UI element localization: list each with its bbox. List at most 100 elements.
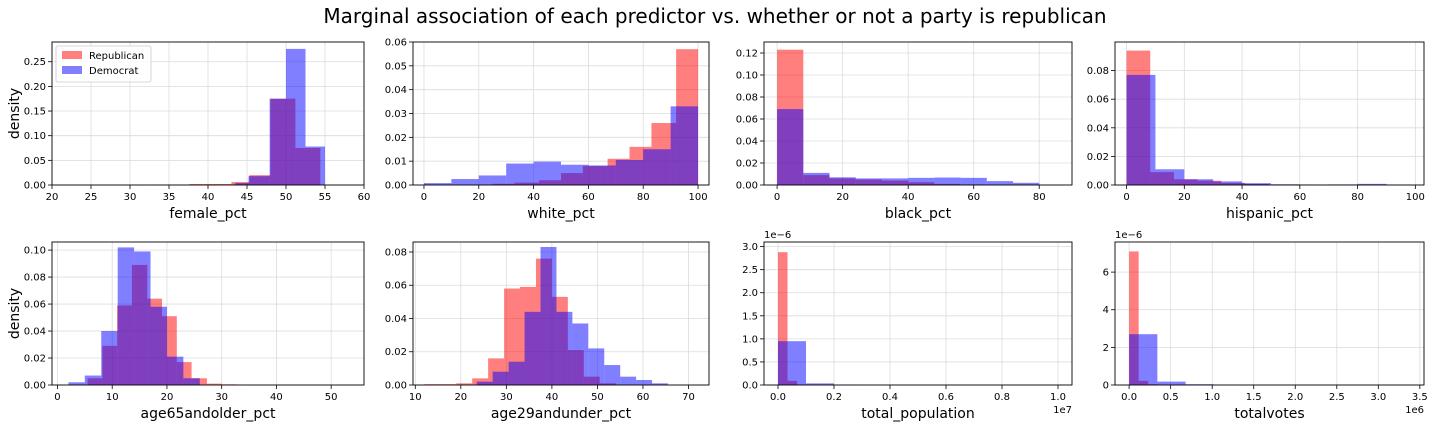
x-tick-label: 0 bbox=[1123, 192, 1129, 203]
x-tick-label: 0.8 bbox=[994, 392, 1010, 403]
democrat-bar bbox=[1242, 183, 1271, 185]
x-tick-label: 0.4 bbox=[882, 392, 898, 403]
x-tick-label: 0.2 bbox=[826, 392, 842, 403]
x-tick-label: 0.5 bbox=[1163, 392, 1179, 403]
y-tick-label: 0.02 bbox=[1087, 152, 1109, 163]
y-tick-label: 0.20 bbox=[24, 82, 46, 93]
democrat-bar bbox=[1013, 182, 1040, 185]
x-tick-label: 20 bbox=[454, 392, 467, 403]
y-tick-label: 0.02 bbox=[385, 347, 407, 358]
y-tick-label: 0.05 bbox=[385, 61, 407, 72]
x-offset-label: 1e6 bbox=[1405, 405, 1424, 416]
democrat-bar bbox=[908, 177, 935, 185]
y-tick-label: 4 bbox=[1103, 305, 1109, 316]
y-tick-label: 0.00 bbox=[24, 181, 46, 192]
republican-bar bbox=[778, 252, 788, 385]
y-tick-label: 0.05 bbox=[24, 156, 46, 167]
y-tick-label: 0.15 bbox=[24, 107, 46, 118]
y-axis-label: density bbox=[7, 288, 23, 339]
democrat-bar bbox=[1157, 381, 1186, 385]
x-tick-label: 3.0 bbox=[1370, 392, 1386, 403]
democrat-bar bbox=[134, 251, 151, 385]
x-axis-label: female_pct bbox=[169, 206, 247, 222]
democrat-bar bbox=[286, 48, 306, 186]
x-tick-label: 60 bbox=[637, 392, 650, 403]
x-tick-label: 1.0 bbox=[1204, 392, 1220, 403]
x-tick-label: 20 bbox=[161, 392, 174, 403]
x-tick-label: 1.0 bbox=[1050, 392, 1066, 403]
x-tick-label: 0.0 bbox=[1121, 392, 1137, 403]
x-tick-label: 40 bbox=[202, 192, 215, 203]
x-tick-label: 30 bbox=[500, 392, 513, 403]
x-axis-label: hispanic_pct bbox=[1226, 206, 1314, 222]
x-tick-label: 10 bbox=[106, 392, 119, 403]
y-tick-label: 0.08 bbox=[1087, 66, 1109, 77]
democrat-bar bbox=[84, 375, 102, 385]
x-tick-label: 0.0 bbox=[770, 392, 786, 403]
y-tick-label: 0.00 bbox=[1087, 181, 1109, 192]
democrat-bar bbox=[492, 371, 509, 385]
democrat-bar bbox=[561, 164, 589, 185]
y-tick-label: 0.02 bbox=[24, 354, 46, 365]
y-tick-label: 0.03 bbox=[385, 109, 407, 120]
democrat-bar bbox=[423, 183, 452, 185]
panel-female_pct: 20 25 30 35 40 45 50 55 60 0.00 0.05 0.10 0.15 0.20 0.… bbox=[7, 41, 371, 222]
y-axis-label: density bbox=[7, 88, 23, 139]
democrat-bar bbox=[1357, 183, 1387, 185]
y-tick-label: 0.08 bbox=[385, 247, 407, 258]
democrat-bar bbox=[588, 165, 616, 185]
y-tick-label: 0.04 bbox=[385, 85, 407, 96]
democrat-bar bbox=[478, 175, 507, 185]
democrat-bar bbox=[506, 163, 534, 185]
x-axis-label: age29andunder_pct bbox=[491, 406, 632, 422]
democrat-bar bbox=[166, 356, 184, 385]
panel-totalvotes: 0.0 0.5 1.0 1.5 2.0 2.5 3.0 3.5 0 2 4 6 totalvotes 1e… bbox=[1103, 230, 1428, 422]
x-tick-label: 20 bbox=[46, 192, 59, 203]
y-tick-label: 0.02 bbox=[736, 159, 758, 170]
legend-swatch-republican bbox=[62, 51, 82, 59]
x-tick-label: 30 bbox=[215, 392, 228, 403]
x-tick-label: 40 bbox=[546, 392, 559, 403]
democrat-bar bbox=[101, 331, 118, 385]
democrat-bar bbox=[615, 159, 644, 185]
democrat-bar bbox=[556, 311, 573, 385]
x-axis-label: total_population bbox=[861, 406, 975, 422]
democrat-bar bbox=[1184, 179, 1214, 185]
democrat-bar bbox=[986, 181, 1014, 185]
x-tick-label: 10 bbox=[409, 392, 422, 403]
x-tick-label: 100 bbox=[1406, 192, 1425, 203]
panel-white_pct: 0 20 40 60 80 100 0.00 0.01 0.02 0.03 0.04 0.05 0.06… bbox=[385, 38, 710, 222]
x-axis-label: age65andolder_pct bbox=[140, 406, 276, 422]
democrat-bar bbox=[778, 341, 806, 385]
figure-title: Marginal association of each predictor v… bbox=[323, 4, 1106, 28]
democrat-bar bbox=[777, 109, 804, 185]
panel-black_pct: 0 20 40 60 80 0.00 0.02 0.04 0.06 0.08 0.10 0.12 bla… bbox=[736, 41, 1073, 222]
x-tick-label: 1.5 bbox=[1246, 392, 1262, 403]
x-tick-label: 60 bbox=[358, 192, 371, 203]
y-tick-label: 0.04 bbox=[385, 314, 407, 325]
democrat-bar bbox=[934, 177, 961, 185]
y-tick-label: 0.01 bbox=[385, 157, 407, 168]
democrat-bar bbox=[572, 323, 589, 385]
democrat-bar bbox=[803, 172, 830, 185]
x-axis-label: black_pct bbox=[885, 206, 952, 222]
y-tick-label: 0.08 bbox=[24, 273, 46, 284]
axes-frame bbox=[412, 241, 710, 386]
democrat-bar bbox=[881, 178, 909, 185]
x-tick-label: 20 bbox=[836, 192, 849, 203]
democrat-bar bbox=[652, 383, 669, 385]
republican-bar bbox=[456, 383, 473, 385]
legend-label-democrat: Democrat bbox=[89, 66, 138, 77]
y-tick-label: 2.5 bbox=[742, 265, 758, 276]
democrat-bar bbox=[1155, 169, 1185, 185]
democrat-bar bbox=[68, 382, 85, 385]
democrat-bar bbox=[1213, 181, 1243, 185]
x-tick-label: 80 bbox=[1033, 192, 1046, 203]
y-tick-label: 0.5 bbox=[742, 357, 758, 368]
axes-frame bbox=[1114, 241, 1425, 386]
x-tick-label: 30 bbox=[124, 192, 137, 203]
x-tick-label: 0 bbox=[774, 192, 780, 203]
panel-age65andolder_pct: 0 10 20 30 40 50 0.00 0.02 0.04 0.06 0.08 0.10 age65… bbox=[7, 241, 365, 422]
y-tick-label: 2.0 bbox=[742, 288, 758, 299]
